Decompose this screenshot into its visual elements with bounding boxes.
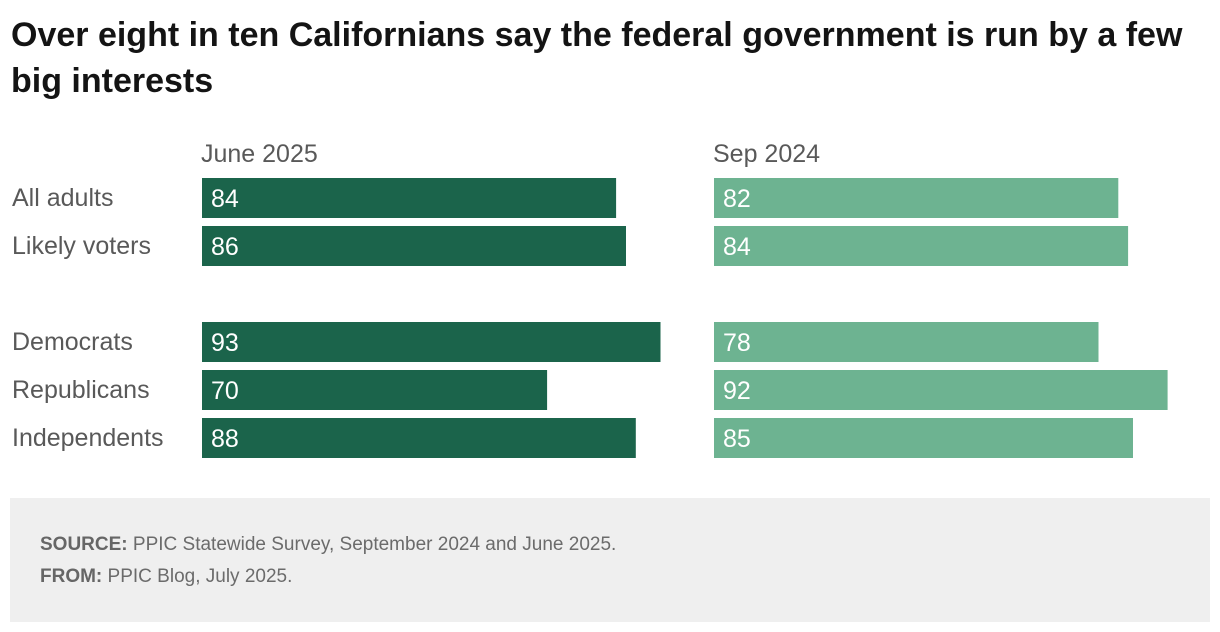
from-text: PPIC Blog, July 2025. [107,566,293,587]
category-label-republicans: Republicans [12,376,150,404]
from-line: FROM: PPIC Blog, July 2025. [40,565,292,589]
value-label-sep-2024-all-adults: 82 [723,185,751,213]
value-label-sep-2024-democrats: 78 [723,329,751,357]
category-label-independents: Independents [12,424,164,452]
source-line: SOURCE: PPIC Statewide Survey, September… [40,533,616,557]
source-label: SOURCE: [40,534,128,555]
source-footer: SOURCE: PPIC Statewide Survey, September… [10,498,1210,622]
bar-june-2025-republicans [202,370,548,410]
bar-june-2025-democrats [202,322,661,362]
value-label-sep-2024-independents: 85 [723,425,751,453]
value-label-sep-2024-republicans: 92 [723,377,751,405]
bar-chart: June 2025 Sep 2024 All adults Likely voters… [12,140,1168,458]
value-label-june-2025-democrats: 93 [211,329,239,357]
chart-title: Over eight in ten Californians say the f… [11,16,1183,100]
value-label-june-2025-likely-voters: 86 [211,233,239,261]
bar-sep-2024-all-adults [714,178,1119,218]
value-label-june-2025-all-adults: 84 [211,185,239,213]
bar-sep-2024-likely-voters [714,226,1129,266]
category-label-democrats: Democrats [12,328,133,356]
bar-sep-2024-democrats [714,322,1099,362]
category-label-likely-voters: Likely voters [12,232,151,260]
bar-june-2025-likely-voters [202,226,626,266]
source-text: PPIC Statewide Survey, September 2024 an… [132,534,617,555]
panel-header-sep-2024: Sep 2024 [713,140,820,168]
bar-june-2025-independents [202,418,636,458]
value-label-june-2025-independents: 88 [211,425,239,453]
category-label-all-adults: All adults [12,184,113,212]
bar-sep-2024-independents [714,418,1133,458]
from-label: FROM: [40,566,103,587]
bar-sep-2024-republicans [714,370,1168,410]
value-label-sep-2024-likely-voters: 84 [723,233,751,261]
panel-header-june-2025: June 2025 [201,140,318,168]
value-label-june-2025-republicans: 70 [211,377,239,405]
bar-june-2025-all-adults [202,178,617,218]
